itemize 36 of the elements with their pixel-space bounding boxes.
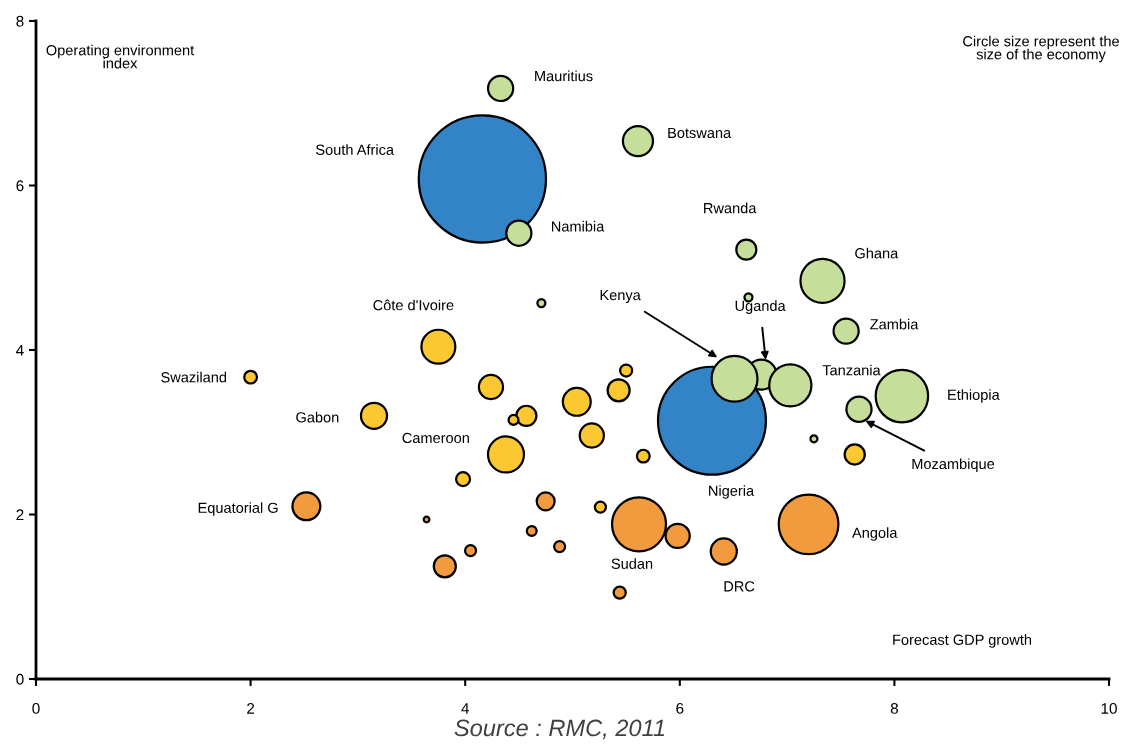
- y-tick-label: 8: [16, 15, 24, 27]
- x-tick-label: 2: [247, 703, 255, 714]
- annotation: Ghana: [855, 247, 899, 259]
- annotation: DRC: [724, 581, 755, 592]
- annotation: Swaziland: [161, 371, 227, 383]
- y-tick-label: 0: [16, 673, 24, 685]
- annotation: Gabon: [296, 411, 339, 423]
- annotation: Cameroon: [402, 432, 469, 444]
- x-axis-title: Forecast GDP growth: [893, 634, 1032, 648]
- annotation: Botswana: [668, 127, 732, 139]
- source-note: Source : RMC, 2011: [454, 719, 665, 740]
- annotation: Mauritius: [535, 70, 593, 82]
- y-tick-label: 2: [16, 509, 24, 521]
- y-axis-title: Operating environment index: [46, 44, 195, 69]
- annotation: Equatorial G: [198, 502, 278, 516]
- annotation: Namibia: [551, 220, 605, 232]
- annotation: Circle size represent the size of the economy: [963, 35, 1119, 63]
- x-tick-label: 0: [32, 703, 40, 714]
- annotation: Mozambique: [912, 458, 995, 472]
- annotation: Ethiopia: [948, 389, 1000, 403]
- annotation: Côte d'Ivoire: [373, 299, 454, 311]
- x-tick-label: 6: [676, 703, 684, 714]
- annotation: Zambia: [870, 318, 919, 330]
- annotation: South Africa: [316, 144, 394, 155]
- annotation: Sudan: [611, 558, 653, 569]
- x-tick-label: 10: [1101, 703, 1117, 714]
- y-tick-label: 6: [16, 180, 24, 192]
- annotation: Kenya: [600, 290, 641, 304]
- y-tick-label: 4: [16, 345, 24, 356]
- annotation: Nigeria: [709, 485, 755, 499]
- annotation: Rwanda: [704, 202, 757, 214]
- annotation: Tanzania: [822, 364, 881, 376]
- x-tick-label: 4: [461, 703, 469, 714]
- annotation: Angola: [852, 527, 898, 541]
- annotation: Uganda: [735, 300, 786, 314]
- x-tick-label: 8: [890, 703, 898, 714]
